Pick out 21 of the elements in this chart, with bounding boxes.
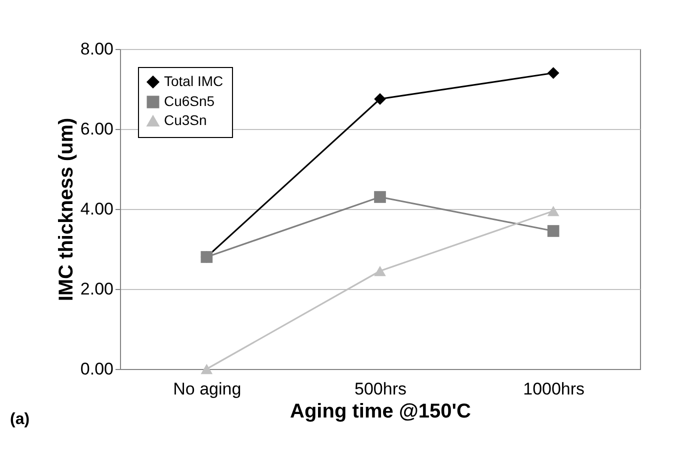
point [374, 266, 386, 276]
y-tick-label: 0.00 [80, 360, 114, 378]
point [547, 206, 560, 216]
y-tick-label: 2.00 [80, 280, 114, 298]
text: (a) [10, 411, 30, 428]
point [374, 93, 386, 105]
x-axis-title: Aging time @150'C [290, 400, 471, 422]
x-tick-label: No aging [173, 380, 242, 398]
y-tick-label: 6.00 [80, 120, 114, 138]
point [547, 67, 560, 79]
legend-label: Cu3Sn [164, 112, 207, 128]
point [200, 364, 213, 374]
y-tick-label: 8.00 [80, 40, 114, 58]
legend-label: Cu6Sn5 [164, 93, 215, 109]
x-tick-label: 1000hrs [523, 380, 585, 398]
y-tick-label: 4.00 [80, 200, 114, 218]
x-tick-label: 500hrs [354, 380, 406, 398]
point [547, 225, 560, 237]
y-axis-title: IMC thickness (um) [55, 118, 78, 302]
legend-label: Total IMC [164, 73, 224, 89]
point [374, 191, 386, 203]
